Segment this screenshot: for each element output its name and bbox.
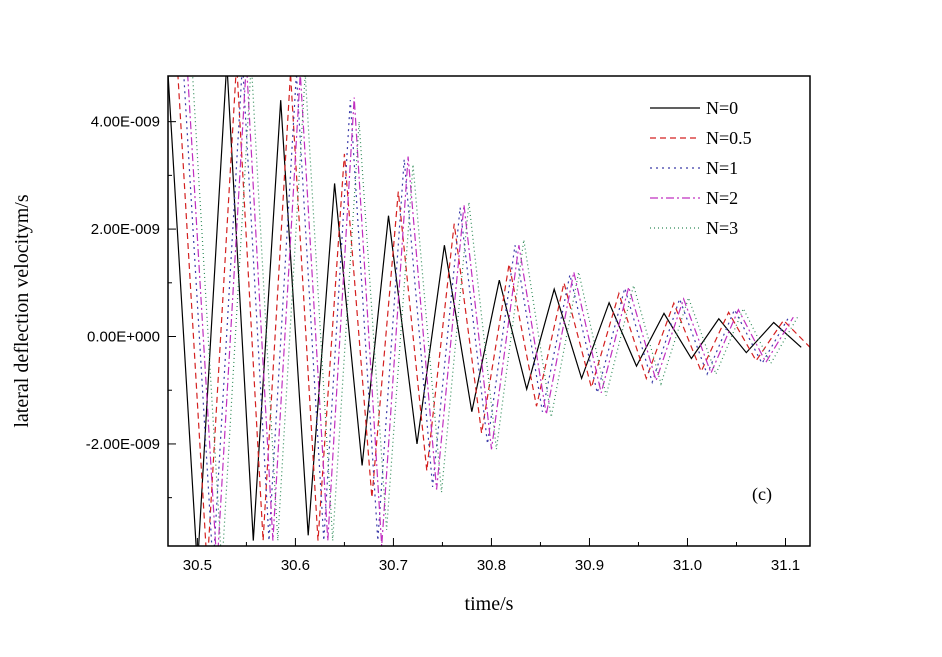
legend-label-1: N=0.5 <box>706 128 752 148</box>
x-tick-label: 30.9 <box>575 557 604 574</box>
series-line-3 <box>187 76 794 546</box>
y-tick-label: 0.00E+000 <box>87 329 160 346</box>
annotation-label: (c) <box>752 484 772 505</box>
x-tick-label: 30.7 <box>379 557 408 574</box>
legend: N=0 N=0.5 N=1 N=2 N=3 <box>650 98 752 238</box>
x-tick-label: 30.8 <box>477 557 506 574</box>
y-axis-title: lateral deflection velocitym/s <box>11 194 33 427</box>
x-axis-title: time/s <box>465 593 514 615</box>
x-tick-label: 31.1 <box>771 557 800 574</box>
legend-label-3: N=2 <box>706 188 738 208</box>
axis-layer: 30.5 30.6 30.7 30.8 30.9 31.0 31.1 -2.00E-009 0.… <box>86 114 800 574</box>
y-tick-label: 2.00E-009 <box>91 221 160 238</box>
legend-label-0: N=0 <box>706 98 738 118</box>
x-tick-label: 30.6 <box>281 557 310 574</box>
x-tick-label: 31.0 <box>673 557 702 574</box>
y-tick-label: -2.00E-009 <box>86 436 160 453</box>
legend-label-2: N=1 <box>706 158 738 178</box>
legend-label-4: N=3 <box>706 218 738 238</box>
y-tick-label: 4.00E-009 <box>91 114 160 131</box>
series-line-0 <box>168 76 802 546</box>
series-line-2 <box>183 76 790 546</box>
plot-frame <box>167 75 811 547</box>
x-tick-label: 30.5 <box>183 557 212 574</box>
series-line-1 <box>177 76 810 546</box>
series-layer <box>168 76 810 546</box>
